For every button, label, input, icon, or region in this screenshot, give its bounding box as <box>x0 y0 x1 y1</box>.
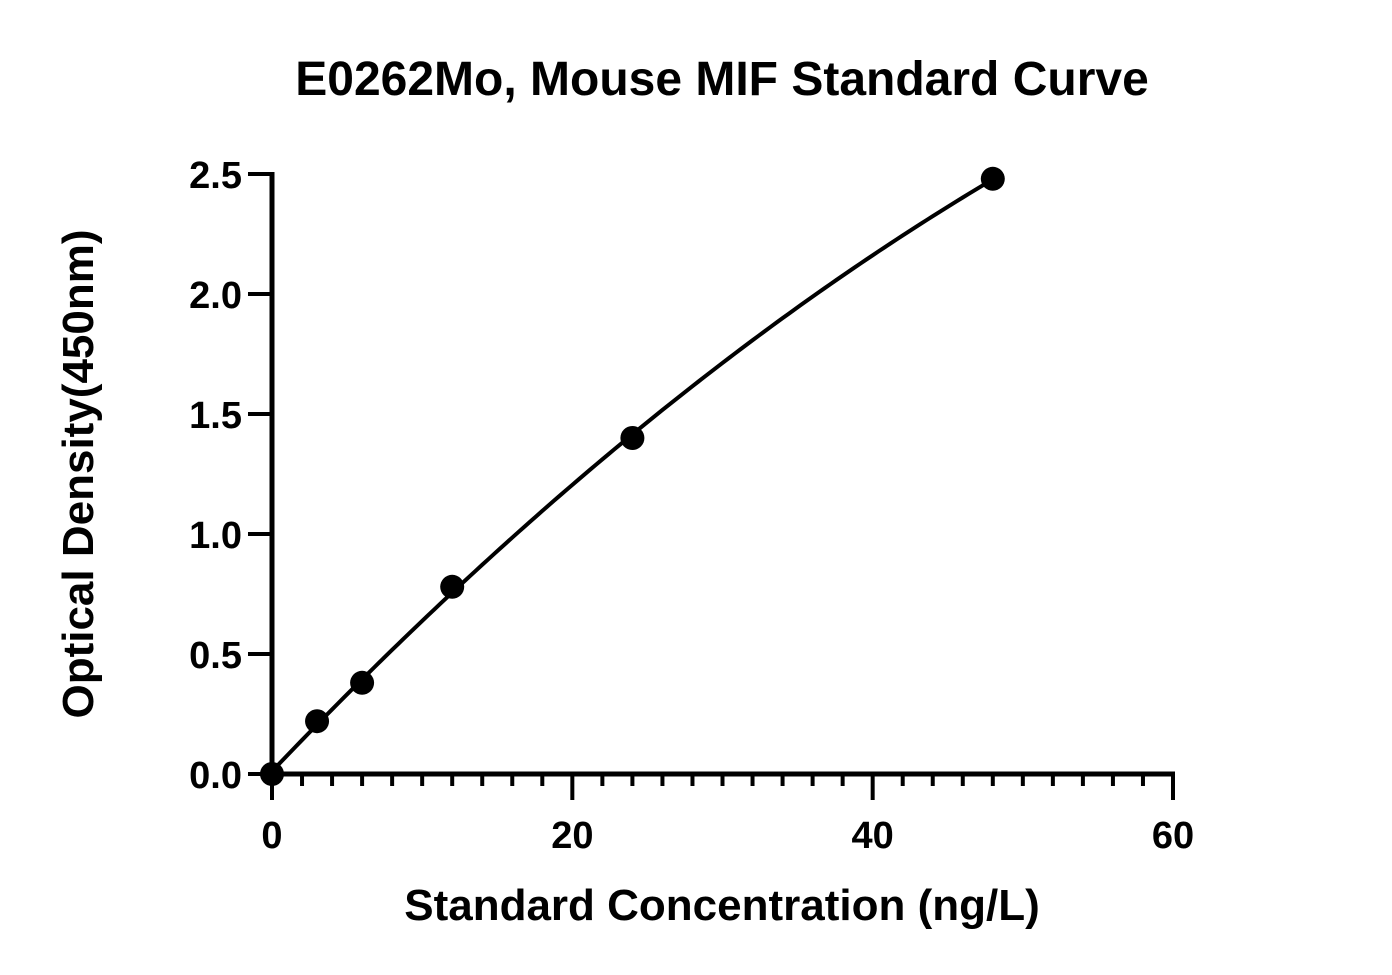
y-tick-label: 2.5 <box>189 155 242 197</box>
x-tick-label: 60 <box>1152 815 1194 857</box>
y-axis-label: Optical Density(450nm) <box>54 229 103 718</box>
fit-curve <box>270 177 994 773</box>
axis-ticks: 0.0 0.5 1.0 1.5 2.0 2.5 0 20 40 60 <box>189 155 1194 857</box>
x-tick-label: 20 <box>551 815 593 857</box>
data-point <box>620 426 645 450</box>
y-tick-label: 0.5 <box>189 635 242 677</box>
y-tick-label: 1.0 <box>189 515 242 557</box>
data-points <box>260 166 1005 786</box>
data-point <box>980 166 1005 191</box>
chart-title: E0262Mo, Mouse MIF Standard Curve <box>295 53 1149 106</box>
y-tick-label: 2.0 <box>189 275 242 317</box>
data-point <box>440 574 465 599</box>
fit-curve-layer <box>270 177 994 773</box>
y-tick-label: 1.5 <box>189 395 242 437</box>
x-axis-label: Standard Concentration (ng/L) <box>404 881 1040 930</box>
x-tick-label: 40 <box>852 815 894 857</box>
x-tick-label: 0 <box>261 815 282 857</box>
data-point <box>350 670 375 695</box>
y-tick-label: 0.0 <box>189 755 242 797</box>
data-point <box>305 709 330 734</box>
